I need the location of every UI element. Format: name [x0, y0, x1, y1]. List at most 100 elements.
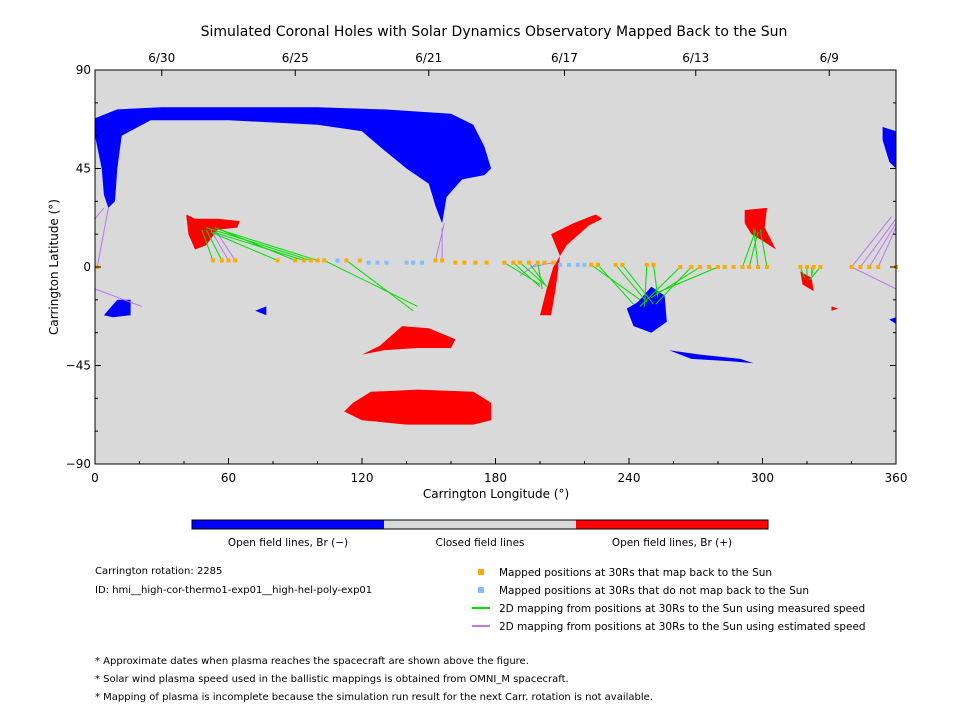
x-tick-label: 120 — [351, 471, 374, 485]
mapping-line-measured — [639, 266, 681, 307]
mapped-point-unmapped — [420, 260, 425, 265]
mapping-line-measured — [615, 264, 648, 303]
footnote: * Approximate dates when plasma reaches … — [95, 656, 529, 667]
y-tick-label: 0 — [83, 260, 91, 274]
mapping-line-measured — [219, 229, 318, 261]
mapping-line-measured — [748, 231, 759, 268]
coronal-hole-positive — [344, 389, 492, 425]
coronal-hole-negative — [882, 126, 896, 169]
coronal-hole-positive — [540, 214, 603, 316]
mapped-point-mapped — [551, 260, 556, 265]
mapping-line-measured — [650, 266, 701, 299]
mapping-line-estimated — [868, 222, 897, 268]
coronal-hole-positive — [831, 306, 839, 311]
mapped-point-mapped — [322, 258, 327, 263]
mapped-point-mapped — [731, 265, 736, 269]
mapped-point-unmapped — [335, 258, 340, 263]
mapped-point-unmapped — [366, 260, 371, 265]
mapped-point-mapped — [535, 260, 540, 265]
colorbar-segment — [384, 520, 576, 529]
mapping-line-measured — [512, 262, 541, 288]
mapped-point-mapped — [716, 265, 720, 269]
mapped-point-mapped — [542, 260, 547, 265]
colorbar-label: Open field lines, Br (−) — [228, 537, 348, 549]
mapping-line-estimated — [851, 216, 892, 268]
mapped-point-mapped — [644, 262, 649, 267]
mapping-line-measured — [206, 227, 311, 261]
mapped-point-unmapped — [582, 262, 587, 267]
mapping-line-estimated — [434, 223, 445, 261]
mapping-line-measured — [621, 264, 654, 305]
mapping-line-measured — [753, 227, 759, 268]
mapped-point-mapped — [858, 265, 863, 269]
mapped-point-mapped — [756, 265, 761, 269]
legend-label: 2D mapping from positions at 30Rs to the… — [499, 621, 866, 633]
mapping-line-measured — [655, 266, 719, 294]
coronal-hole-negative — [889, 317, 896, 324]
mapped-point-mapped — [433, 258, 438, 263]
mapped-point-mapped — [707, 265, 712, 269]
footnote: * Solar wind plasma speed used in the ba… — [95, 674, 569, 685]
mapped-point-mapped — [678, 265, 683, 269]
mapped-point-mapped — [440, 258, 445, 263]
mapped-point-mapped — [740, 265, 745, 269]
x-tick-label: 60 — [221, 471, 236, 485]
mapping-line-estimated — [96, 207, 109, 268]
mapped-point-unmapped — [566, 262, 571, 267]
mapping-line-estimated — [851, 266, 897, 290]
mapping-line-estimated — [94, 207, 105, 220]
mapped-point-mapped — [876, 265, 881, 269]
date-tick-label: 6/17 — [551, 51, 578, 65]
mapped-point-mapped — [462, 260, 467, 265]
coronal-hole-negative — [103, 299, 131, 318]
mapping-line-estimated — [859, 218, 897, 268]
y-axis-label: Carrington Latitude (°) — [47, 199, 61, 335]
date-tick-label: 6/25 — [282, 51, 309, 65]
mapping-line-estimated — [531, 262, 554, 268]
mapped-point-unmapped — [411, 260, 416, 265]
mapped-point-mapped — [453, 260, 458, 265]
mapped-point-mapped — [805, 265, 809, 269]
coronal-hole-positive — [744, 207, 776, 250]
mapping-line-measured — [346, 260, 414, 312]
mapped-point-mapped — [293, 258, 298, 263]
mapped-point-mapped — [517, 260, 522, 265]
mapping-line-estimated — [210, 229, 229, 261]
coronal-hole-negative — [255, 306, 267, 316]
mapped-point-mapped — [689, 265, 694, 269]
colorbar-segment — [192, 520, 384, 529]
mapped-point-unmapped — [404, 260, 409, 265]
coronal-hole-negative — [669, 350, 754, 364]
mapped-point-mapped — [233, 258, 238, 263]
mapped-point-mapped — [344, 258, 349, 263]
mapping-line-measured — [201, 229, 214, 261]
simulation-id: ID: hmi__high-cor-thermo1-exp01__high-he… — [95, 585, 373, 596]
mapped-point-mapped — [357, 258, 362, 263]
coronal-hole-negative — [95, 107, 492, 224]
mapped-point-mapped — [613, 262, 618, 267]
mapped-point-mapped — [511, 260, 516, 265]
y-tick-label: −90 — [66, 457, 91, 471]
mapping-line-measured — [537, 262, 543, 289]
chart-title: Simulated Coronal Holes with Solar Dynam… — [201, 24, 788, 40]
mapped-point-mapped — [473, 260, 478, 265]
x-tick-label: 0 — [91, 471, 99, 485]
colorbar-frame — [191, 519, 769, 530]
x-tick-label: 180 — [484, 471, 507, 485]
mapped-point-mapped — [620, 262, 625, 267]
legend-marker — [478, 569, 484, 575]
mapped-point-mapped — [811, 265, 816, 269]
mapped-point-mapped — [595, 262, 600, 267]
plot-background — [95, 70, 896, 464]
plot-area — [94, 70, 898, 464]
mapped-point-mapped — [484, 260, 489, 265]
mapped-point-unmapped — [575, 262, 580, 267]
colorbar-label: Closed field lines — [435, 537, 524, 549]
mapped-point-unmapped — [375, 260, 380, 265]
mapped-point-mapped — [798, 265, 803, 269]
mapped-point-mapped — [698, 265, 703, 269]
mapped-point-mapped — [526, 260, 531, 265]
legend-label: Mapped positions at 30Rs that map back t… — [499, 567, 772, 579]
mapped-point-unmapped — [558, 262, 563, 267]
